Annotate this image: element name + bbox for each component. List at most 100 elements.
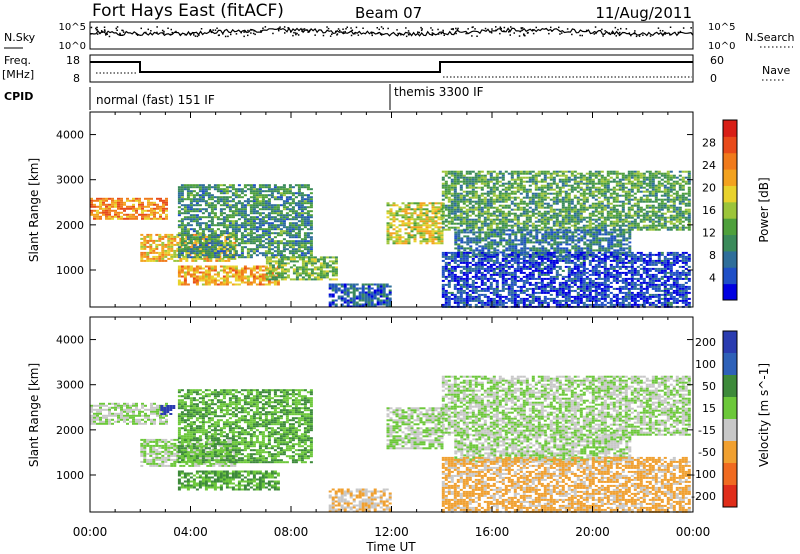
echo-cell (528, 220, 532, 223)
echo-cell (471, 228, 475, 231)
echo-cell (444, 184, 448, 187)
echo-cell (334, 274, 338, 277)
echo-cell (222, 279, 226, 282)
echo-cell (401, 210, 405, 213)
echo-cell (237, 254, 241, 257)
echo-cell (651, 192, 655, 195)
echo-cell (413, 236, 417, 239)
echo-cell (149, 243, 153, 246)
echo-cell (204, 244, 208, 247)
echo-cell (573, 170, 577, 173)
echo-cell (576, 220, 580, 223)
echo-cell (392, 242, 396, 245)
echo-cell (161, 243, 165, 246)
echo-cell (294, 242, 298, 245)
echo-cell (576, 226, 580, 229)
echo-cell (173, 259, 177, 262)
echo-cell (531, 212, 535, 215)
echo-cell (192, 208, 196, 211)
echo-cell (645, 190, 649, 193)
echo-cell (177, 265, 181, 268)
echo-cell (459, 196, 463, 199)
echo-cell (639, 176, 643, 179)
echo-cell (523, 245, 527, 248)
echo-cell (388, 303, 392, 306)
echo-cell (504, 222, 508, 225)
echo-cell (684, 202, 688, 205)
echo-cell (183, 267, 187, 270)
echo-cell (564, 196, 568, 199)
echo-cell (270, 208, 274, 211)
echo-cell (246, 256, 250, 259)
echo-cell (201, 232, 205, 235)
echo-cell (282, 246, 286, 249)
echo-cell (167, 251, 171, 254)
noise-search-point (417, 31, 419, 33)
echo-cell (618, 194, 622, 197)
echo-cell (522, 202, 526, 205)
noise-search-point (163, 32, 165, 34)
echo-cell (192, 250, 196, 253)
echo-cell (478, 253, 482, 256)
echo-cell (249, 238, 253, 241)
echo-cell (261, 216, 265, 219)
echo-cell (540, 206, 544, 209)
echo-cell (303, 198, 307, 201)
echo-cell (639, 198, 643, 201)
echo-cell (186, 228, 190, 231)
noise-search-point (103, 29, 106, 31)
echo-cell (531, 224, 535, 227)
echo-cell (126, 215, 129, 218)
echo-cell (531, 174, 535, 177)
echo-cell (276, 254, 280, 257)
noise-search-point (499, 26, 502, 28)
echo-cell (382, 293, 386, 296)
echo-cell (579, 216, 583, 219)
echo-cell (513, 182, 517, 185)
echo-cell (216, 238, 220, 241)
echo-cell (165, 199, 168, 202)
echo-cell (472, 251, 476, 254)
echo-cell (413, 210, 417, 213)
echo-cell (465, 182, 469, 185)
echo-cell (267, 206, 271, 209)
echo-cell (203, 255, 207, 258)
echo-cell (114, 199, 117, 202)
echo-cell (522, 196, 526, 199)
echo-cell (177, 275, 181, 278)
echo-cell (164, 245, 168, 248)
echo-cell (183, 186, 187, 189)
echo-cell (164, 259, 168, 262)
echo-cell (96, 215, 99, 218)
echo-cell (177, 254, 181, 257)
echo-cell (346, 283, 350, 286)
echo-cell (514, 253, 518, 256)
echo-cell (567, 202, 571, 205)
echo-cell (309, 238, 313, 241)
echo-cell (147, 203, 150, 206)
echo-cell (570, 218, 574, 221)
echo-cell (453, 174, 457, 177)
echo-cell (624, 192, 628, 195)
echo-cell (306, 234, 310, 237)
echo-cell (243, 208, 247, 211)
echo-cell (291, 242, 295, 245)
echo-cell (534, 204, 538, 207)
echo-cell (261, 212, 265, 215)
echo-cell (222, 254, 226, 257)
echo-cell (513, 218, 517, 221)
echo-cell (450, 194, 454, 197)
echo-cell (507, 180, 511, 183)
echo-cell (180, 184, 184, 187)
echo-cell (352, 293, 356, 296)
echo-cell (552, 188, 556, 191)
echo-cell (564, 178, 568, 181)
echo-cell (495, 186, 499, 189)
echo-cell (189, 214, 193, 217)
echo-cell (486, 178, 490, 181)
echo-cell (492, 178, 496, 181)
echo-cell (555, 224, 559, 227)
echo-cell (501, 226, 505, 229)
noise-search-point (442, 29, 444, 32)
echo-cell (219, 198, 223, 201)
